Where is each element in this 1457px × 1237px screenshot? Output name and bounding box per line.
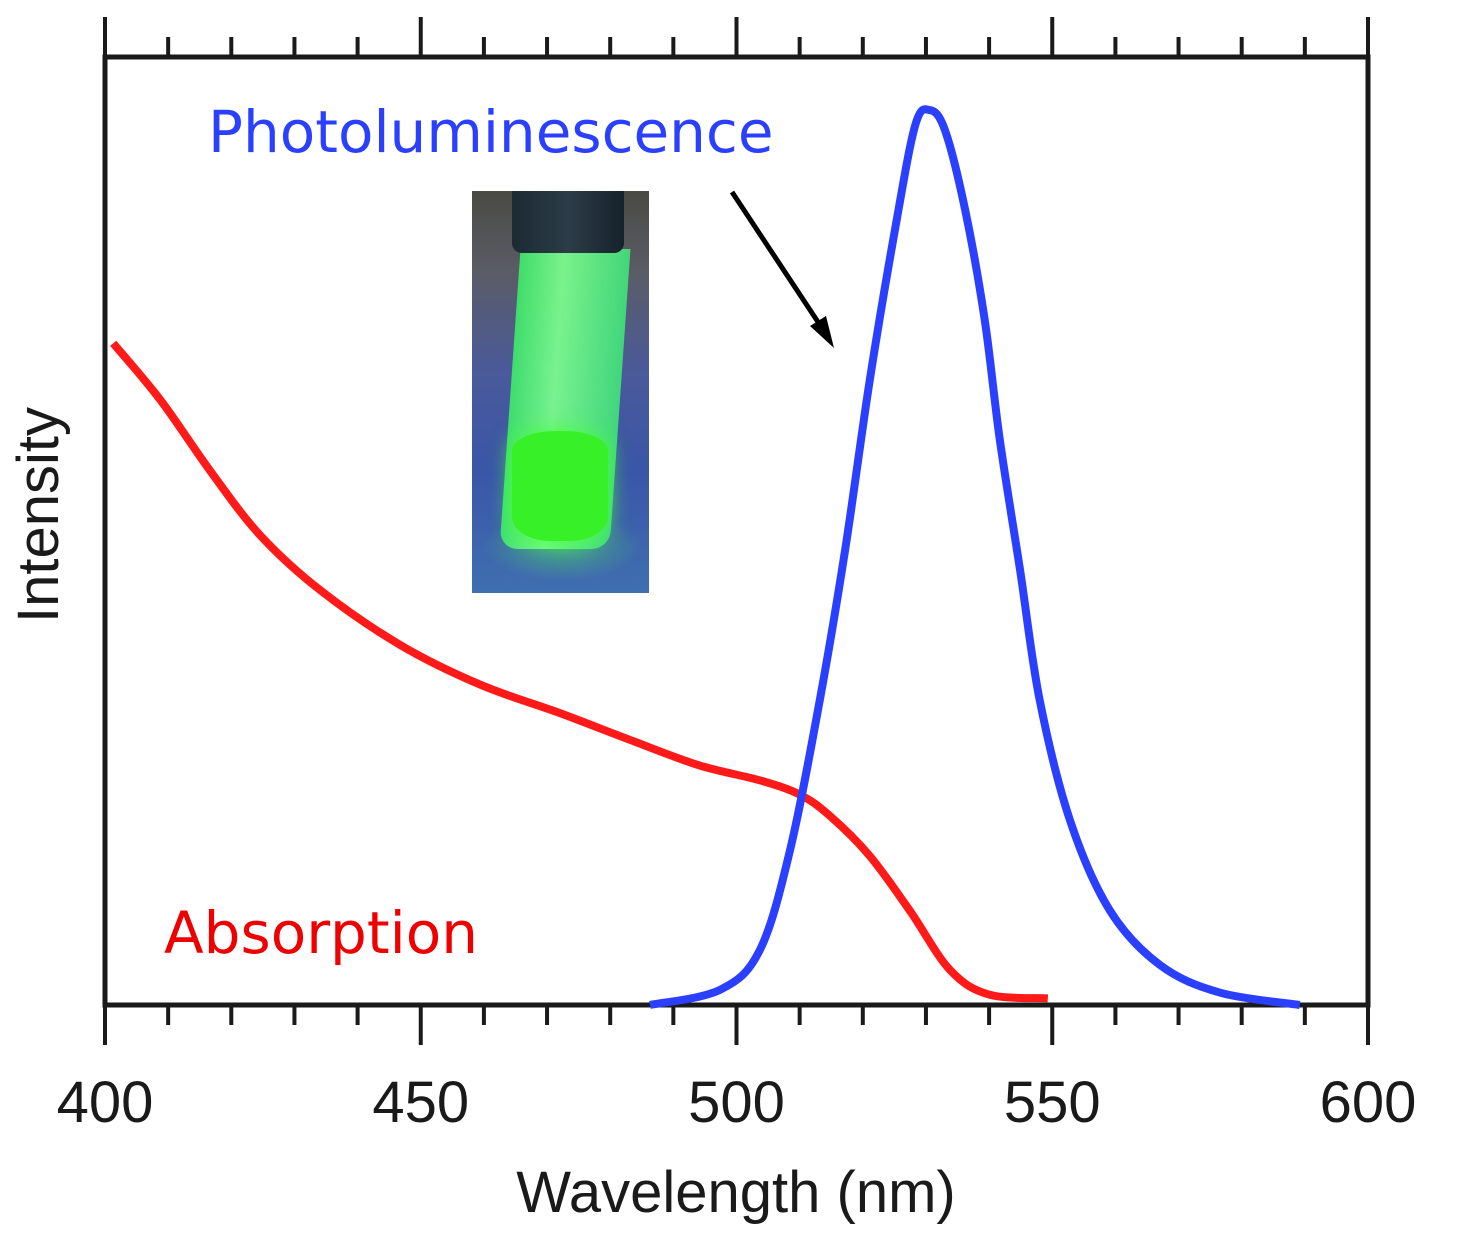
series-group (110, 105, 1301, 1009)
x-tick-label: 500 (688, 1070, 785, 1135)
series-line-photoluminescence (649, 105, 1301, 1009)
plot-frame (102, 54, 1371, 1008)
x-tick-label: 400 (57, 1070, 154, 1135)
fluorescent-liquid (512, 431, 608, 541)
arrow-icon (729, 190, 834, 348)
x-tick-label: 600 (1320, 1070, 1417, 1135)
vial-photo-inset (472, 191, 649, 593)
y-axis-title: Intensity (6, 407, 71, 623)
x-tick-label: 450 (372, 1070, 469, 1135)
series-line-absorption (110, 340, 1049, 1003)
annotation-absorption: Absorption (164, 899, 478, 967)
x-axis-ticks (103, 17, 1370, 1045)
x-tick-labels: 400 450 500 550 600 (57, 1070, 1417, 1135)
annotation-photoluminescence: Photoluminescence (208, 98, 774, 166)
vial-cap (512, 191, 624, 253)
x-axis-title: Wavelength (nm) (516, 1160, 955, 1225)
x-tick-label: 550 (1004, 1070, 1101, 1135)
